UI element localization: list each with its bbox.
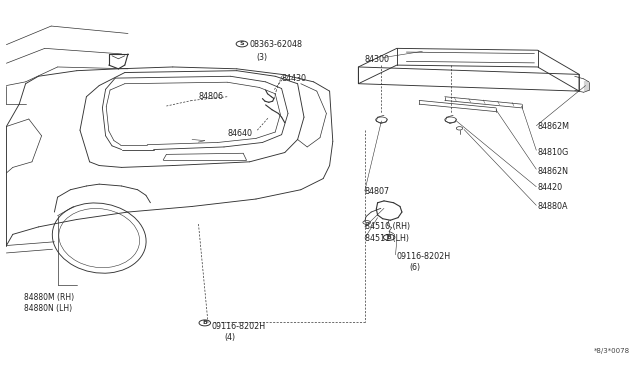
Text: B: B [202, 320, 207, 326]
Text: 84510 (RH): 84510 (RH) [365, 222, 410, 231]
Text: 84807: 84807 [365, 187, 390, 196]
Text: 84880A: 84880A [538, 202, 568, 211]
Text: 84511 (LH): 84511 (LH) [365, 234, 409, 243]
Text: *8/3*0078: *8/3*0078 [595, 348, 630, 354]
Text: 84880M (RH): 84880M (RH) [24, 293, 74, 302]
Text: (3): (3) [256, 53, 267, 62]
Text: 09116-8202H: 09116-8202H [211, 322, 266, 331]
Text: 84300: 84300 [365, 55, 390, 64]
Text: 84810G: 84810G [538, 148, 569, 157]
Text: (6): (6) [410, 263, 420, 272]
Text: 84862M: 84862M [538, 122, 570, 131]
Text: B: B [387, 235, 392, 240]
Text: S: S [239, 41, 244, 46]
Text: 84420: 84420 [538, 183, 563, 192]
Text: 08363-62048: 08363-62048 [250, 40, 303, 49]
Text: 84640: 84640 [227, 129, 252, 138]
Text: 84880N (LH): 84880N (LH) [24, 304, 72, 313]
Text: 84862N: 84862N [538, 167, 568, 176]
Text: 84430: 84430 [282, 74, 307, 83]
Text: 09116-8202H: 09116-8202H [397, 252, 451, 261]
Text: (4): (4) [224, 333, 235, 342]
Text: 84806: 84806 [198, 92, 223, 101]
